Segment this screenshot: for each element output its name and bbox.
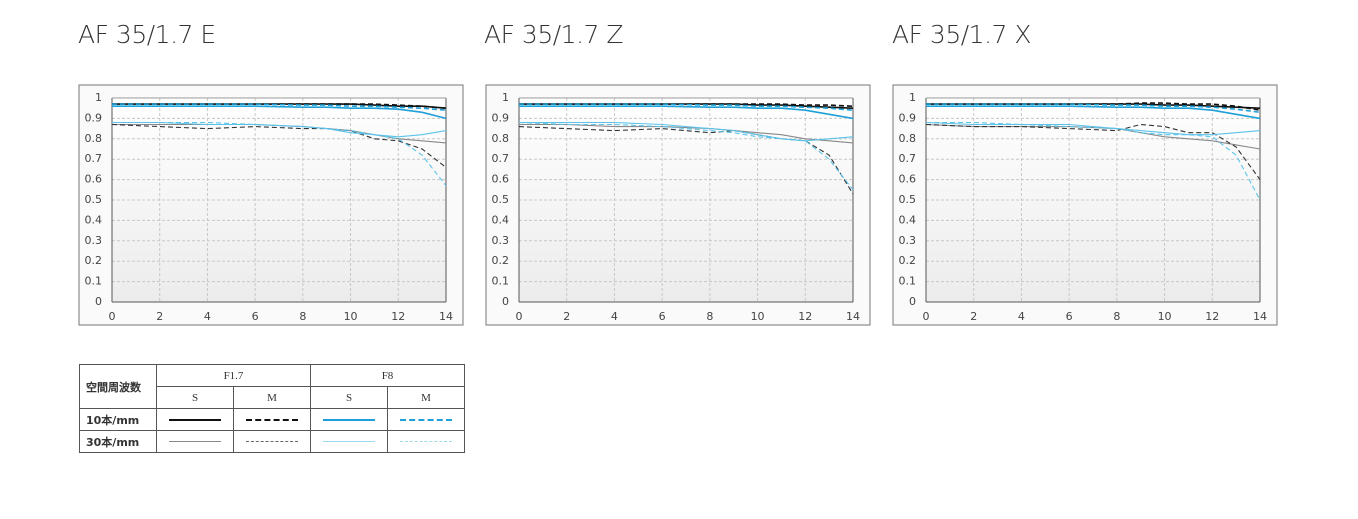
series-line xyxy=(112,105,447,120)
series-line xyxy=(926,105,1261,120)
line-sample xyxy=(400,441,452,443)
line-sample xyxy=(323,418,375,421)
y-tick-label: 1 xyxy=(909,91,916,104)
y-tick-label: 0 xyxy=(502,295,509,308)
legend-header: 空間周波数 xyxy=(79,364,157,409)
x-tick-label: 12 xyxy=(391,310,405,323)
y-tick-label: 0.7 xyxy=(492,152,510,165)
y-tick-label: 0.7 xyxy=(85,152,103,165)
x-tick-label: 14 xyxy=(439,310,453,323)
y-tick-label: 0.9 xyxy=(899,111,917,124)
y-tick-label: 0.8 xyxy=(492,132,510,145)
type-label: M xyxy=(387,386,465,409)
y-tick-label: 0.8 xyxy=(899,132,917,145)
series-line xyxy=(925,121,1261,136)
line-sample xyxy=(169,418,221,421)
x-tick-label: 2 xyxy=(156,310,163,323)
y-tick-label: 0 xyxy=(909,295,916,308)
chart: 00.10.20.30.40.50.60.70.80.910 2 4 6 8 10 12 14 xyxy=(892,84,1278,326)
x-tick-label: 6 xyxy=(252,310,259,323)
x-tick-label: 6 xyxy=(1066,310,1073,323)
chart: 00.10.20.30.40.50.60.70.80.910 2 4 6 8 10 12 14 xyxy=(485,84,871,326)
y-tick-label: 0.4 xyxy=(85,213,103,226)
y-tick-label: 0.3 xyxy=(492,234,510,247)
y-tick-label: 0.3 xyxy=(899,234,917,247)
chart-title: AF 35/1.7 X xyxy=(892,20,1032,49)
line-sample xyxy=(246,441,298,443)
type-label: M xyxy=(233,386,311,409)
row-label: 30本/mm xyxy=(79,430,157,453)
x-tick-label: 0 xyxy=(923,310,930,323)
y-tick-label: 0.9 xyxy=(492,111,510,124)
series-line xyxy=(518,126,854,195)
chart-title: AF 35/1.7 Z xyxy=(484,20,624,49)
y-tick-label: 0.8 xyxy=(85,132,103,145)
aperture-label: F1.7 xyxy=(156,364,311,387)
y-tick-label: 0.1 xyxy=(85,275,103,288)
type-label: S xyxy=(156,386,234,409)
series-line xyxy=(519,121,854,142)
series-line xyxy=(111,123,447,168)
chart-title: AF 35/1.7 E xyxy=(78,20,216,49)
series-line xyxy=(925,123,1261,180)
series-line xyxy=(518,121,854,191)
aperture-label: F8 xyxy=(310,364,465,387)
x-tick-label: 12 xyxy=(1205,310,1219,323)
x-tick-label: 2 xyxy=(563,310,570,323)
x-tick-label: 2 xyxy=(970,310,977,323)
y-tick-label: 0.6 xyxy=(492,173,510,186)
y-tick-label: 0.2 xyxy=(899,254,917,267)
y-tick-label: 0.2 xyxy=(85,254,103,267)
y-tick-label: 0.1 xyxy=(899,275,917,288)
series-line xyxy=(112,121,447,138)
x-tick-label: 10 xyxy=(1158,310,1172,323)
series-line xyxy=(519,105,854,120)
x-tick-label: 14 xyxy=(846,310,860,323)
y-tick-label: 0.6 xyxy=(85,173,103,186)
x-tick-label: 4 xyxy=(1018,310,1025,323)
series-line xyxy=(112,103,447,109)
x-tick-label: 10 xyxy=(344,310,358,323)
x-tick-label: 0 xyxy=(109,310,116,323)
legend-table: 空間周波数 F1.7 F8 S M S M 10本/mm 30本/mm xyxy=(79,364,465,453)
y-tick-label: 0.3 xyxy=(85,234,103,247)
line-sample xyxy=(169,441,221,443)
y-tick-label: 0.1 xyxy=(492,275,510,288)
line-sample xyxy=(400,418,452,421)
x-tick-label: 8 xyxy=(1113,310,1120,323)
line-sample xyxy=(323,441,375,443)
y-tick-label: 0.5 xyxy=(492,193,510,206)
y-tick-label: 0.4 xyxy=(492,213,510,226)
x-tick-label: 0 xyxy=(516,310,523,323)
x-tick-label: 8 xyxy=(706,310,713,323)
series-line xyxy=(925,123,1261,150)
x-tick-label: 4 xyxy=(204,310,211,323)
line-sample xyxy=(246,418,298,421)
x-tick-label: 14 xyxy=(1253,310,1267,323)
x-tick-label: 12 xyxy=(798,310,812,323)
x-tick-label: 8 xyxy=(299,310,306,323)
chart: 00.10.20.30.40.50.60.70.80.910 2 4 6 8 10 12 14 xyxy=(78,84,464,326)
series-line xyxy=(926,121,1261,201)
x-tick-label: 10 xyxy=(751,310,765,323)
type-label: S xyxy=(310,386,388,409)
y-tick-label: 0.6 xyxy=(899,173,917,186)
x-tick-label: 6 xyxy=(659,310,666,323)
series-line xyxy=(112,121,447,187)
y-tick-label: 1 xyxy=(95,91,102,104)
series-line xyxy=(926,103,1261,109)
y-tick-label: 0.2 xyxy=(492,254,510,267)
y-tick-label: 1 xyxy=(502,91,509,104)
y-tick-label: 0.5 xyxy=(85,193,103,206)
series-line xyxy=(519,103,854,109)
y-tick-label: 0.9 xyxy=(85,111,103,124)
y-tick-label: 0.5 xyxy=(899,193,917,206)
y-tick-label: 0 xyxy=(95,295,102,308)
x-tick-label: 4 xyxy=(611,310,618,323)
y-tick-label: 0.7 xyxy=(899,152,917,165)
row-label: 10本/mm xyxy=(79,408,157,431)
y-tick-label: 0.4 xyxy=(899,213,917,226)
